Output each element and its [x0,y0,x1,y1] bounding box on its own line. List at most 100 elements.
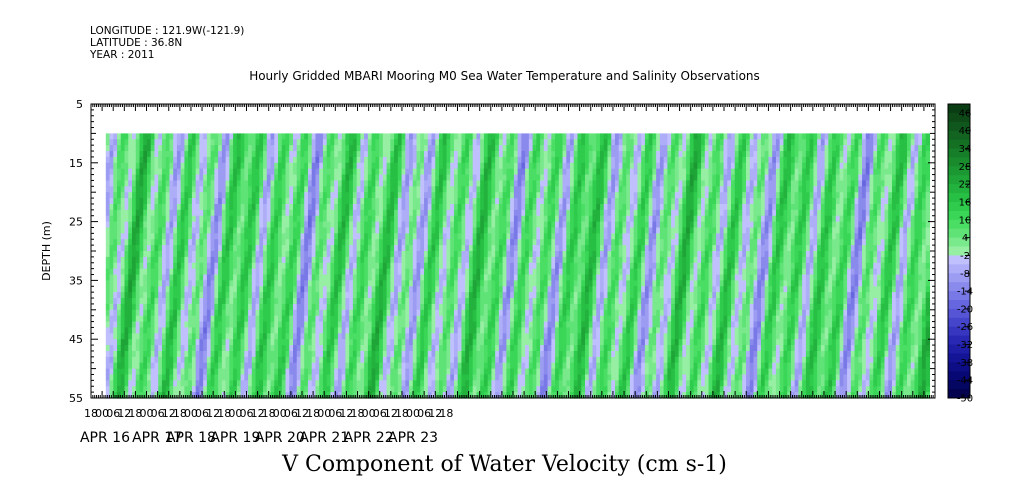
heatmap-cell [195,139,200,146]
heatmap-cell [300,227,305,234]
heatmap-cell [364,262,369,270]
heatmap-cell [233,286,238,293]
heatmap-cell [510,198,515,205]
heatmap-cell [337,362,343,370]
heatmap-cell [386,321,391,329]
heatmap-cell [409,156,414,164]
heatmap-cell [270,386,275,393]
heatmap-cell [150,345,156,352]
heatmap-cell [453,139,459,146]
heatmap-cell [405,333,410,340]
heatmap-cell [401,368,406,376]
heatmap-cell [146,192,152,199]
heatmap-cell [352,368,358,376]
heatmap-cell [371,156,376,164]
heatmap-cell [319,380,324,387]
heatmap-cell [453,209,459,217]
heatmap-cell [476,392,481,399]
heatmap-cell [517,380,522,387]
heatmap-cell [319,192,324,199]
heatmap-cell [506,156,511,164]
heatmap-cell [150,380,156,387]
heatmap-cell [109,274,114,281]
heatmap-cell [289,362,294,370]
heatmap-cell [135,145,141,152]
heatmap-cell [382,198,388,205]
heatmap-cell [146,274,152,281]
heatmap-cell [214,327,219,334]
heatmap-cell [278,374,283,381]
heatmap-cell [371,180,376,187]
heatmap-cell [195,309,200,317]
heatmap-cell [517,345,522,352]
heatmap-cell [259,350,264,358]
heatmap-cell [293,156,298,164]
heatmap-cell [206,239,212,246]
heatmap-cell [487,345,493,352]
heatmap-cell [439,221,444,229]
heatmap-cell [360,356,365,364]
heatmap-cell [349,156,354,164]
heatmap-cell [386,180,391,187]
heatmap-cell [132,392,137,399]
heatmap-cell [251,251,257,258]
heatmap-cell [379,192,384,199]
heatmap-cell [420,145,425,152]
heatmap-cell [315,392,320,399]
heatmap-cell [188,209,193,217]
heatmap-cell [416,239,421,246]
heatmap-cell [105,286,111,293]
heatmap-cell [221,256,227,264]
heatmap-cell [218,145,223,152]
heatmap-cell [169,151,174,158]
heatmap-cell [229,321,234,329]
heatmap-cell [289,321,294,329]
heatmap-cell [206,262,212,270]
heatmap-cell [117,292,122,299]
heatmap-cell [424,256,429,264]
heatmap-cell [161,156,167,164]
heatmap-cell [128,386,133,393]
heatmap-cell [117,203,122,211]
heatmap-cell [124,209,129,217]
heatmap-cell [248,356,253,364]
heatmap-cell [307,139,313,146]
heatmap-cell [483,239,489,246]
heatmap-cell [483,268,489,276]
heatmap-cell [379,339,384,346]
heatmap-cell [409,368,414,376]
heatmap-cell [345,133,350,140]
heatmap-cell [513,180,519,187]
heatmap-cell [465,251,470,258]
heatmap-cell [285,256,290,264]
heatmap-cell [341,192,347,199]
heatmap-cell [465,168,470,176]
heatmap-cell [199,156,204,164]
heatmap-cell [472,268,478,276]
heatmap-cell [461,380,466,387]
heatmap-cell [278,180,283,187]
heatmap-cell [513,392,519,399]
heatmap-cell [244,233,249,240]
heatmap-cell [341,162,347,170]
heatmap-cell [405,315,410,323]
heatmap-cell [476,345,481,352]
heatmap-cell [330,139,335,146]
heatmap-cell [424,362,429,370]
heatmap-cell [424,198,429,205]
heatmap-cell [203,139,208,146]
heatmap-cell [266,174,272,182]
heatmap-cell [296,274,302,281]
heatmap-cell [225,180,230,187]
heatmap-cell [161,151,167,158]
heatmap-cell [173,315,178,323]
heatmap-cell [143,233,148,240]
heatmap-cell [506,268,511,276]
heatmap-cell [214,139,219,146]
heatmap-cell [506,286,511,293]
heatmap-cell [289,186,294,193]
heatmap-cell [468,339,474,346]
heatmap-cell [386,280,391,287]
heatmap-cell [386,245,391,252]
heatmap-cell [397,151,403,158]
